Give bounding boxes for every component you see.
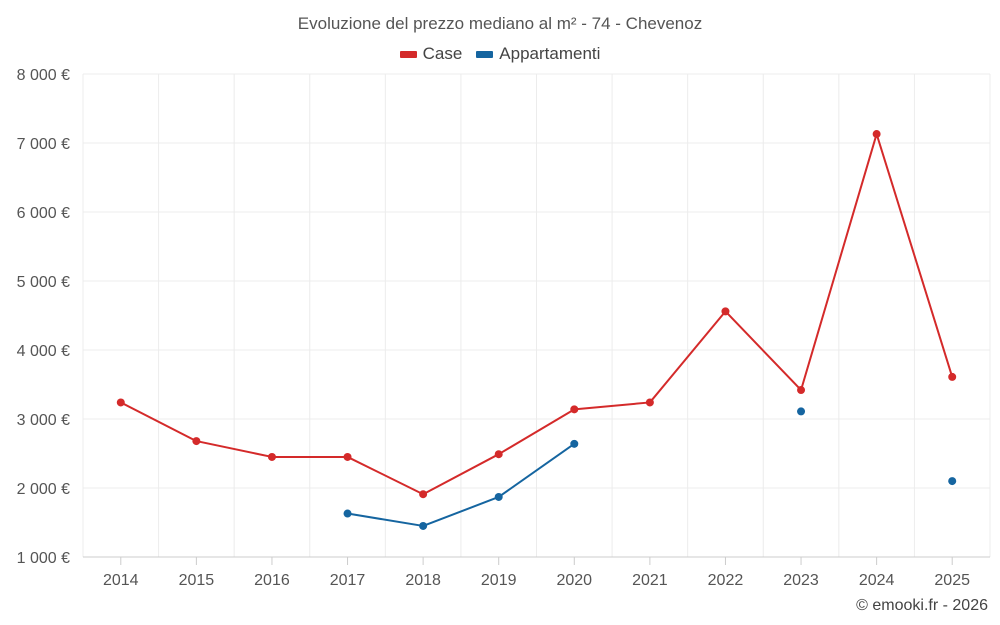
data-point-case-2025 [948, 372, 957, 381]
grid [82, 73, 991, 557]
y-tick-label: 7 000 € [17, 136, 70, 153]
y-tick-label: 4 000 € [17, 343, 70, 360]
x-tick-label: 2021 [632, 572, 668, 589]
x-tick-label: 2015 [179, 572, 215, 589]
series-layer [116, 130, 957, 530]
legend-swatch-appartamenti [476, 50, 494, 58]
x-tick-label: 2023 [783, 572, 819, 589]
data-point-case-2023 [797, 386, 806, 395]
data-point-case-2018 [419, 490, 428, 499]
data-point-case-2022 [721, 307, 730, 316]
y-tick-label: 2 000 € [17, 481, 70, 498]
data-point-appartamenti-2023 [797, 407, 806, 416]
y-tick-label: 8 000 € [17, 67, 70, 84]
data-point-appartamenti-2019 [494, 492, 503, 501]
credit: © emooki.fr - 2026 [856, 597, 988, 614]
legend-label-appartamenti: Appartamenti [499, 44, 601, 63]
data-point-case-2020 [570, 405, 579, 414]
x-tick-label: 2022 [708, 572, 744, 589]
data-point-appartamenti-2020 [570, 439, 579, 448]
y-tick-label: 6 000 € [17, 205, 70, 222]
y-tick-label: 3 000 € [17, 412, 70, 429]
data-point-case-2014 [116, 398, 125, 407]
legend-swatch-case [399, 50, 417, 58]
x-tick-label: 2024 [859, 572, 895, 589]
data-point-case-2015 [192, 437, 201, 446]
legend: Case Appartamenti [0, 44, 1000, 64]
data-point-case-2017 [343, 452, 352, 461]
y-tick-label: 5 000 € [17, 274, 70, 291]
data-point-case-2019 [494, 450, 503, 459]
series-line-case [120, 133, 954, 496]
data-point-appartamenti-2025 [948, 477, 957, 486]
x-tick-label: 2014 [103, 572, 139, 589]
data-point-case-2024 [872, 130, 881, 139]
x-tick-label: 2017 [330, 572, 366, 589]
data-point-case-2021 [645, 398, 654, 407]
legend-item-case[interactable]: Case [399, 44, 463, 64]
x-tick-label: 2025 [934, 572, 970, 589]
x-tick-label: 2018 [405, 572, 441, 589]
y-tick-label: 1 000 € [17, 550, 70, 567]
data-point-case-2016 [267, 452, 276, 461]
chart-title: Evoluzione del prezzo mediano al m² - 74… [297, 14, 703, 33]
series-line-appartamenti [347, 443, 575, 527]
x-tick-label: 2020 [556, 572, 592, 589]
data-point-appartamenti-2017 [343, 509, 352, 518]
legend-label-case: Case [422, 44, 463, 63]
axes: 1 000 € 2 000 € 3 000 € 4 000 € 5 000 € 6 000… [17, 67, 990, 589]
x-tick-label: 2019 [481, 572, 517, 589]
legend-item-appartamenti[interactable]: Appartamenti [476, 44, 600, 64]
data-point-appartamenti-2018 [419, 521, 428, 530]
x-tick-label: 2016 [254, 572, 290, 589]
